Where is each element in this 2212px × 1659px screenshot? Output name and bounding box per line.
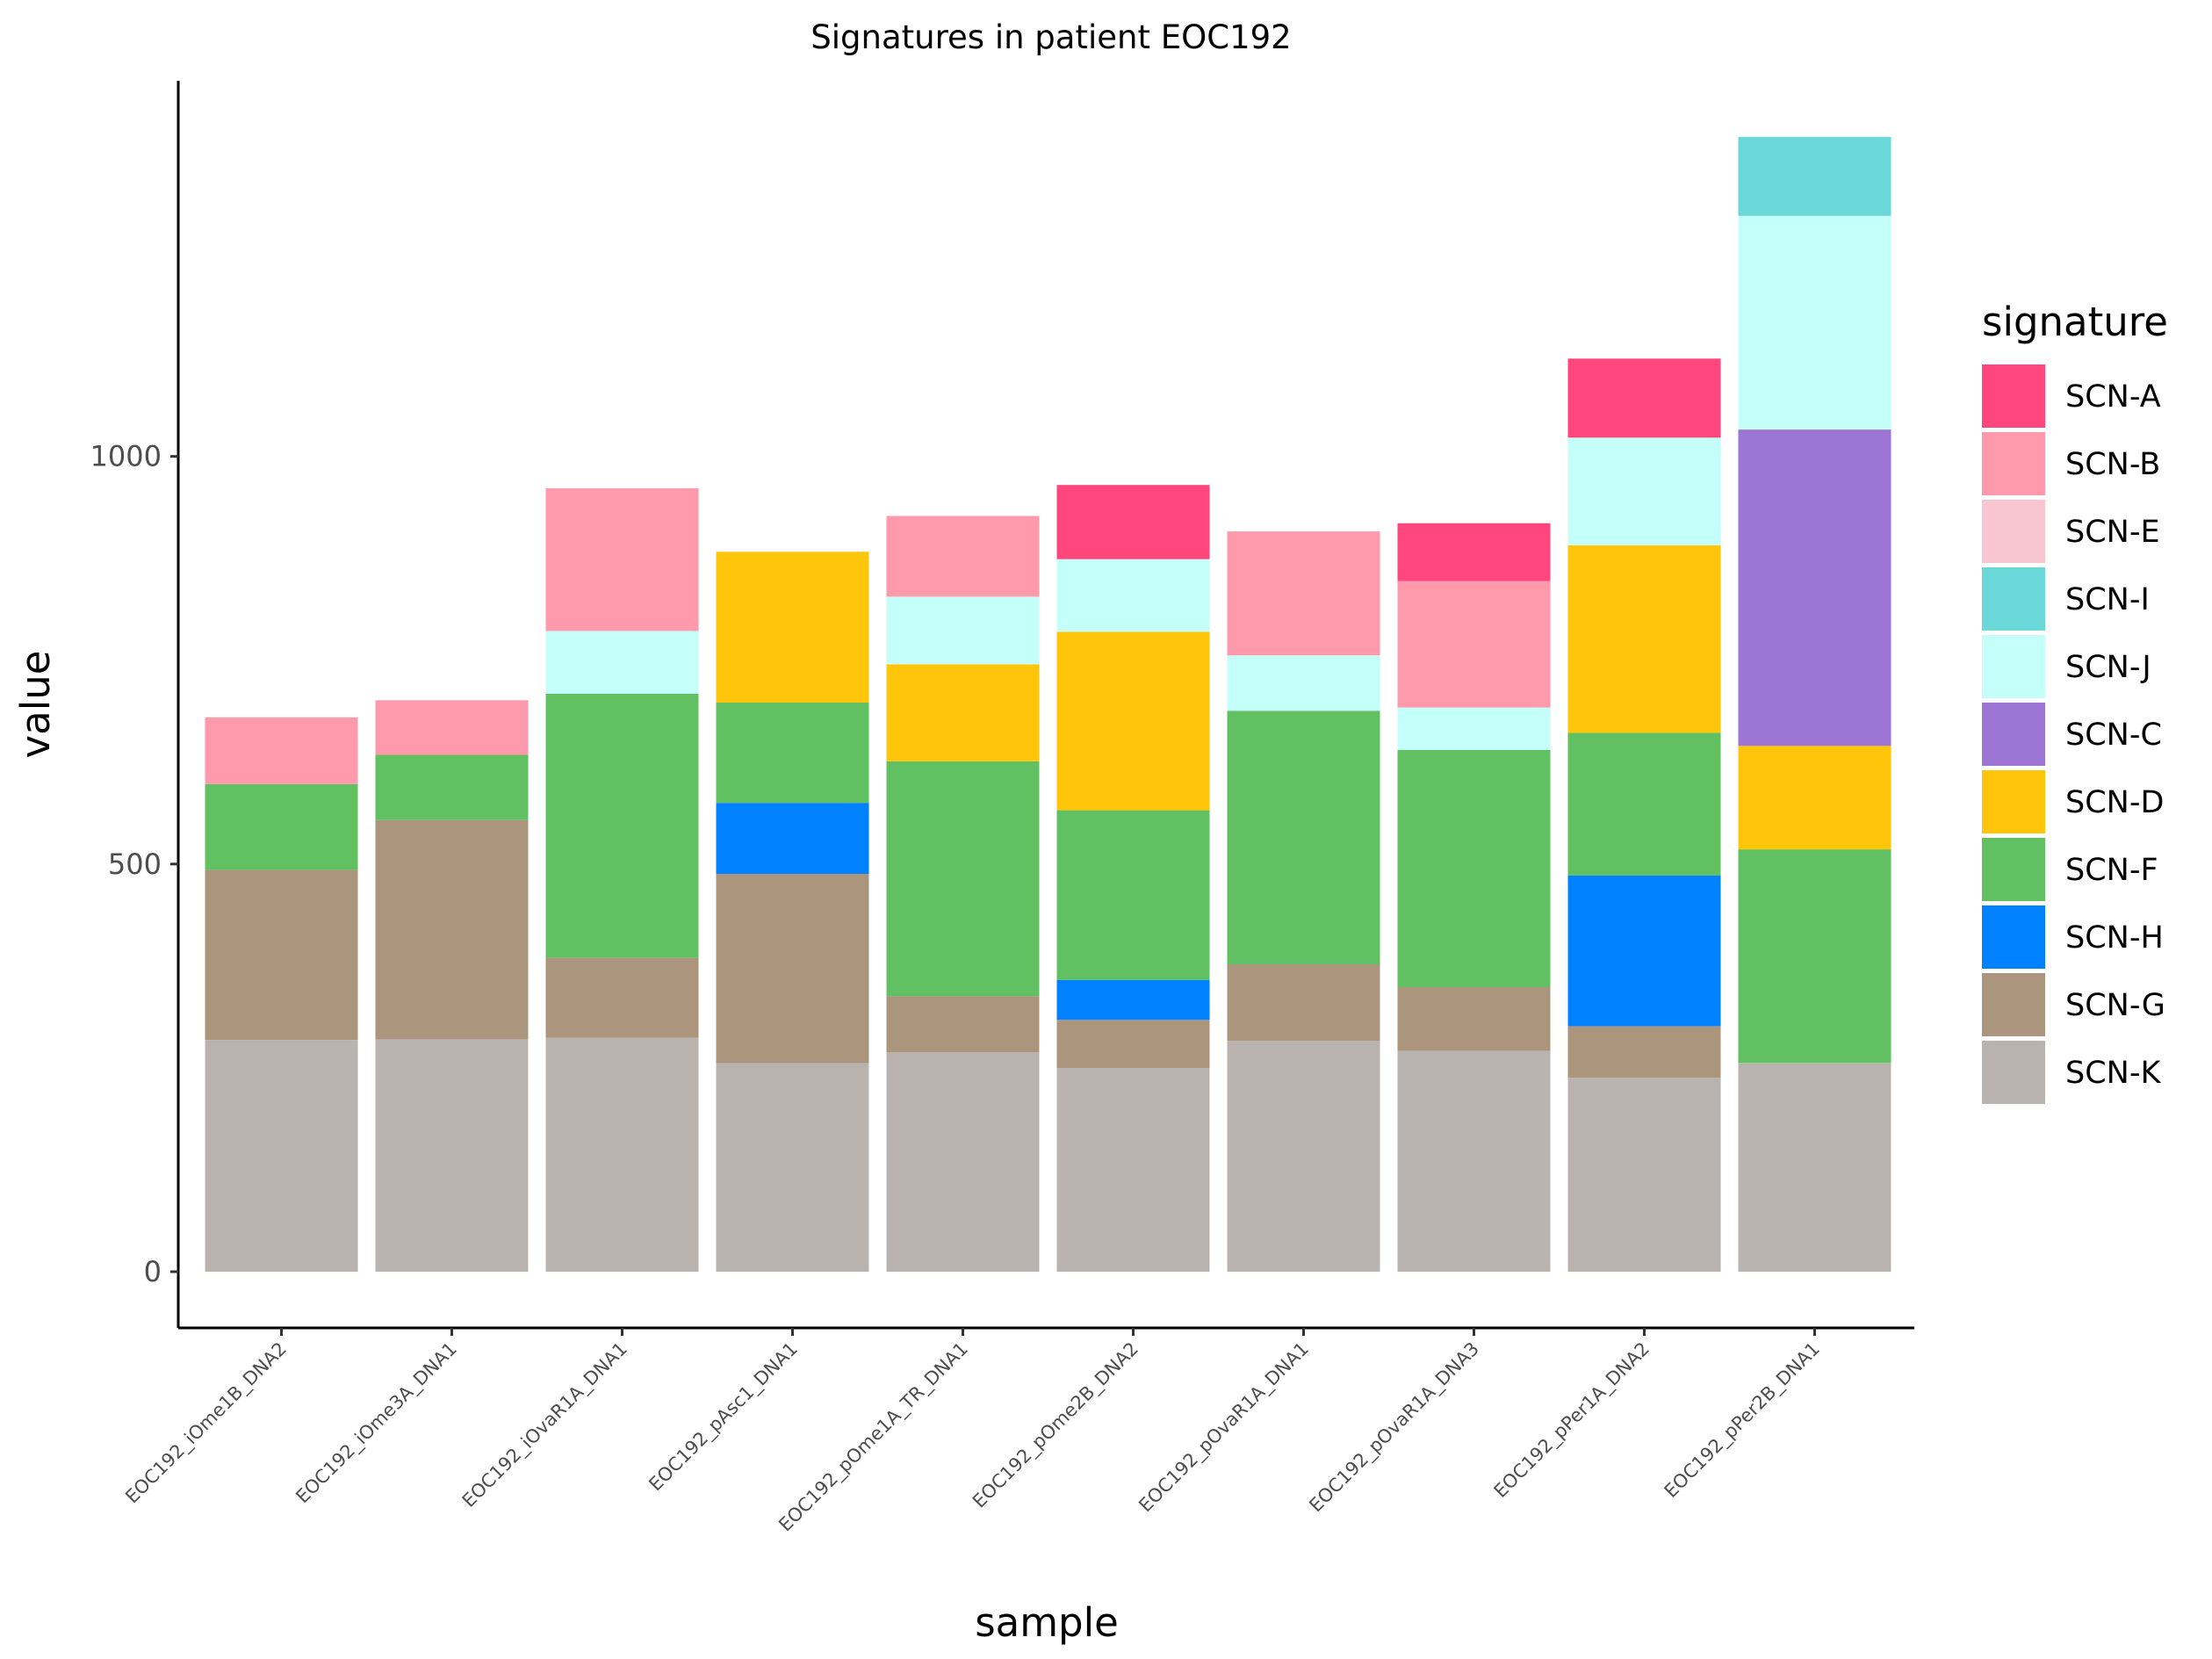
bar-segment-scn-d-eoc192-pome2b-dna2 [1056,631,1210,811]
y-axis-title: value [12,651,59,759]
legend-key-scn-c [1982,703,2045,766]
legend-key-scn-d [1982,770,2045,833]
bar-segment-scn-j-eoc192-povar1a-dna1 [1227,655,1380,711]
bar-segment-scn-b-eoc192-pome1a-tr-dna1 [886,516,1040,597]
bar-segment-scn-j-eoc192-iovar1a-dna1 [545,631,699,694]
legend-key-scn-g [1982,973,2045,1036]
legend-key-scn-i [1982,567,2045,631]
bar-segment-scn-k-eoc192-iome3a-dna1 [375,1039,529,1272]
legend-key-scn-h [1982,905,2045,969]
bar-segment-scn-d-eoc192-pasc1-dna1 [716,552,869,703]
bar-segment-scn-b-eoc192-iome1b-dna2 [205,717,358,784]
bar-segment-scn-g-eoc192-pasc1-dna1 [716,874,869,1064]
bar-segment-scn-g-eoc192-iome1b-dna2 [205,869,358,1041]
bar-segment-scn-b-eoc192-iome3a-dna1 [375,700,529,755]
bar-segment-scn-f-eoc192-povar1a-dna3 [1397,749,1551,987]
bar-segment-scn-k-eoc192-pome2b-dna2 [1056,1067,1210,1272]
bar-segment-scn-k-eoc192-povar1a-dna3 [1397,1050,1551,1272]
bar-segment-scn-i-eoc192-pper2b-dna1 [1738,136,1891,216]
legend: signature SCN-A SCN-B SCN-E SCN-I SCN-J SCN-C… [1982,299,2168,1104]
bar-segment-scn-a-eoc192-pome2b-dna2 [1056,485,1210,559]
bar-segment-scn-d-eoc192-pper1a-dna2 [1567,545,1721,733]
bar-segment-scn-j-eoc192-pome1a-tr-dna1 [886,596,1040,665]
bar-segment-scn-k-eoc192-pome1a-tr-dna1 [886,1052,1040,1272]
bar-segment-scn-h-eoc192-pper1a-dna2 [1567,875,1721,1027]
legend-title: signature [1982,299,2168,345]
y-tick-label: 500 [108,848,162,881]
chart-title: Signatures in patient EOC192 [811,18,1291,56]
bar-segment-scn-g-eoc192-pome1a-tr-dna1 [886,996,1040,1053]
bar-segment-scn-f-eoc192-iome1b-dna2 [205,783,358,870]
bar-segment-scn-a-eoc192-povar1a-dna3 [1397,523,1551,581]
legend-key-scn-a [1982,364,2045,428]
y-tick-label: 0 [144,1255,162,1288]
legend-label-scn-a: SCN-A [2065,379,2161,415]
y-axis-ticks: 0 500 1000 [90,440,178,1288]
bar-segment-scn-b-eoc192-iovar1a-dna1 [545,487,699,631]
bar-segment-scn-j-eoc192-pper2b-dna1 [1738,215,1891,430]
legend-label-scn-c: SCN-C [2065,718,2162,753]
legend-key-scn-b [1982,432,2045,495]
bar-segment-scn-k-eoc192-povar1a-dna1 [1227,1041,1380,1272]
bar-segment-scn-j-eoc192-pome2b-dna2 [1056,559,1210,632]
bar-segment-scn-b-eoc192-povar1a-dna3 [1397,581,1551,708]
bar-segment-scn-h-eoc192-pasc1-dna1 [716,803,869,874]
legend-label-scn-d: SCN-D [2065,785,2164,820]
bar-segment-scn-f-eoc192-povar1a-dna1 [1227,710,1380,964]
bar-segment-scn-g-eoc192-pome2b-dna2 [1056,1020,1210,1068]
legend-key-scn-j [1982,635,2045,698]
legend-label-scn-i: SCN-I [2065,582,2150,617]
legend-label-scn-k: SCN-K [2065,1056,2161,1091]
bar-segment-scn-g-eoc192-pper1a-dna2 [1567,1026,1721,1078]
bar-segment-scn-d-eoc192-pper2b-dna1 [1738,746,1891,850]
bar-segment-scn-f-eoc192-pper1a-dna2 [1567,732,1721,876]
bar-segment-scn-f-eoc192-pasc1-dna1 [716,703,869,804]
legend-key-scn-e [1982,500,2045,563]
bar-segment-scn-k-eoc192-iome1b-dna2 [205,1040,358,1272]
bar-segment-scn-f-eoc192-iome3a-dna1 [375,754,529,820]
legend-label-scn-j: SCN-J [2065,650,2151,685]
bar-segment-scn-f-eoc192-pome2b-dna2 [1056,810,1210,980]
legend-label-scn-b: SCN-B [2065,447,2160,482]
bar-segment-scn-k-eoc192-pper2b-dna1 [1738,1063,1891,1272]
legend-label-scn-e: SCN-E [2065,515,2160,550]
bar-segment-scn-j-eoc192-pper1a-dna2 [1567,437,1721,545]
bar-segment-scn-c-eoc192-pper2b-dna1 [1738,429,1891,747]
bar-segment-scn-k-eoc192-pper1a-dna2 [1567,1078,1721,1272]
bar-segment-scn-k-eoc192-pasc1-dna1 [716,1063,869,1272]
bar-segment-scn-k-eoc192-iovar1a-dna1 [545,1037,699,1272]
bars-layer [205,136,1891,1272]
y-tick-label: 1000 [90,440,162,473]
bar-segment-scn-h-eoc192-pome2b-dna2 [1056,979,1210,1021]
x-axis-title: sample [975,1599,1119,1646]
bar-segment-scn-b-eoc192-povar1a-dna1 [1227,531,1380,656]
legend-label-scn-g: SCN-G [2065,988,2165,1023]
bar-segment-scn-g-eoc192-iome3a-dna1 [375,819,529,1040]
bar-segment-scn-g-eoc192-povar1a-dna1 [1227,964,1380,1042]
bar-segment-scn-d-eoc192-pome1a-tr-dna1 [886,664,1040,761]
bar-segment-scn-f-eoc192-pome1a-tr-dna1 [886,761,1040,997]
bar-segment-scn-f-eoc192-iovar1a-dna1 [545,693,699,958]
bar-segment-scn-g-eoc192-povar1a-dna3 [1397,987,1551,1051]
legend-label-scn-h: SCN-H [2065,920,2164,956]
bar-segment-scn-j-eoc192-povar1a-dna3 [1397,707,1551,750]
legend-label-scn-f: SCN-F [2065,853,2158,888]
bar-segment-scn-g-eoc192-iovar1a-dna1 [545,957,699,1038]
bar-segment-scn-a-eoc192-pper1a-dna2 [1567,358,1721,438]
legend-key-scn-f [1982,838,2045,901]
legend-key-scn-k [1982,1041,2045,1104]
bar-segment-scn-f-eoc192-pper2b-dna1 [1738,849,1891,1064]
